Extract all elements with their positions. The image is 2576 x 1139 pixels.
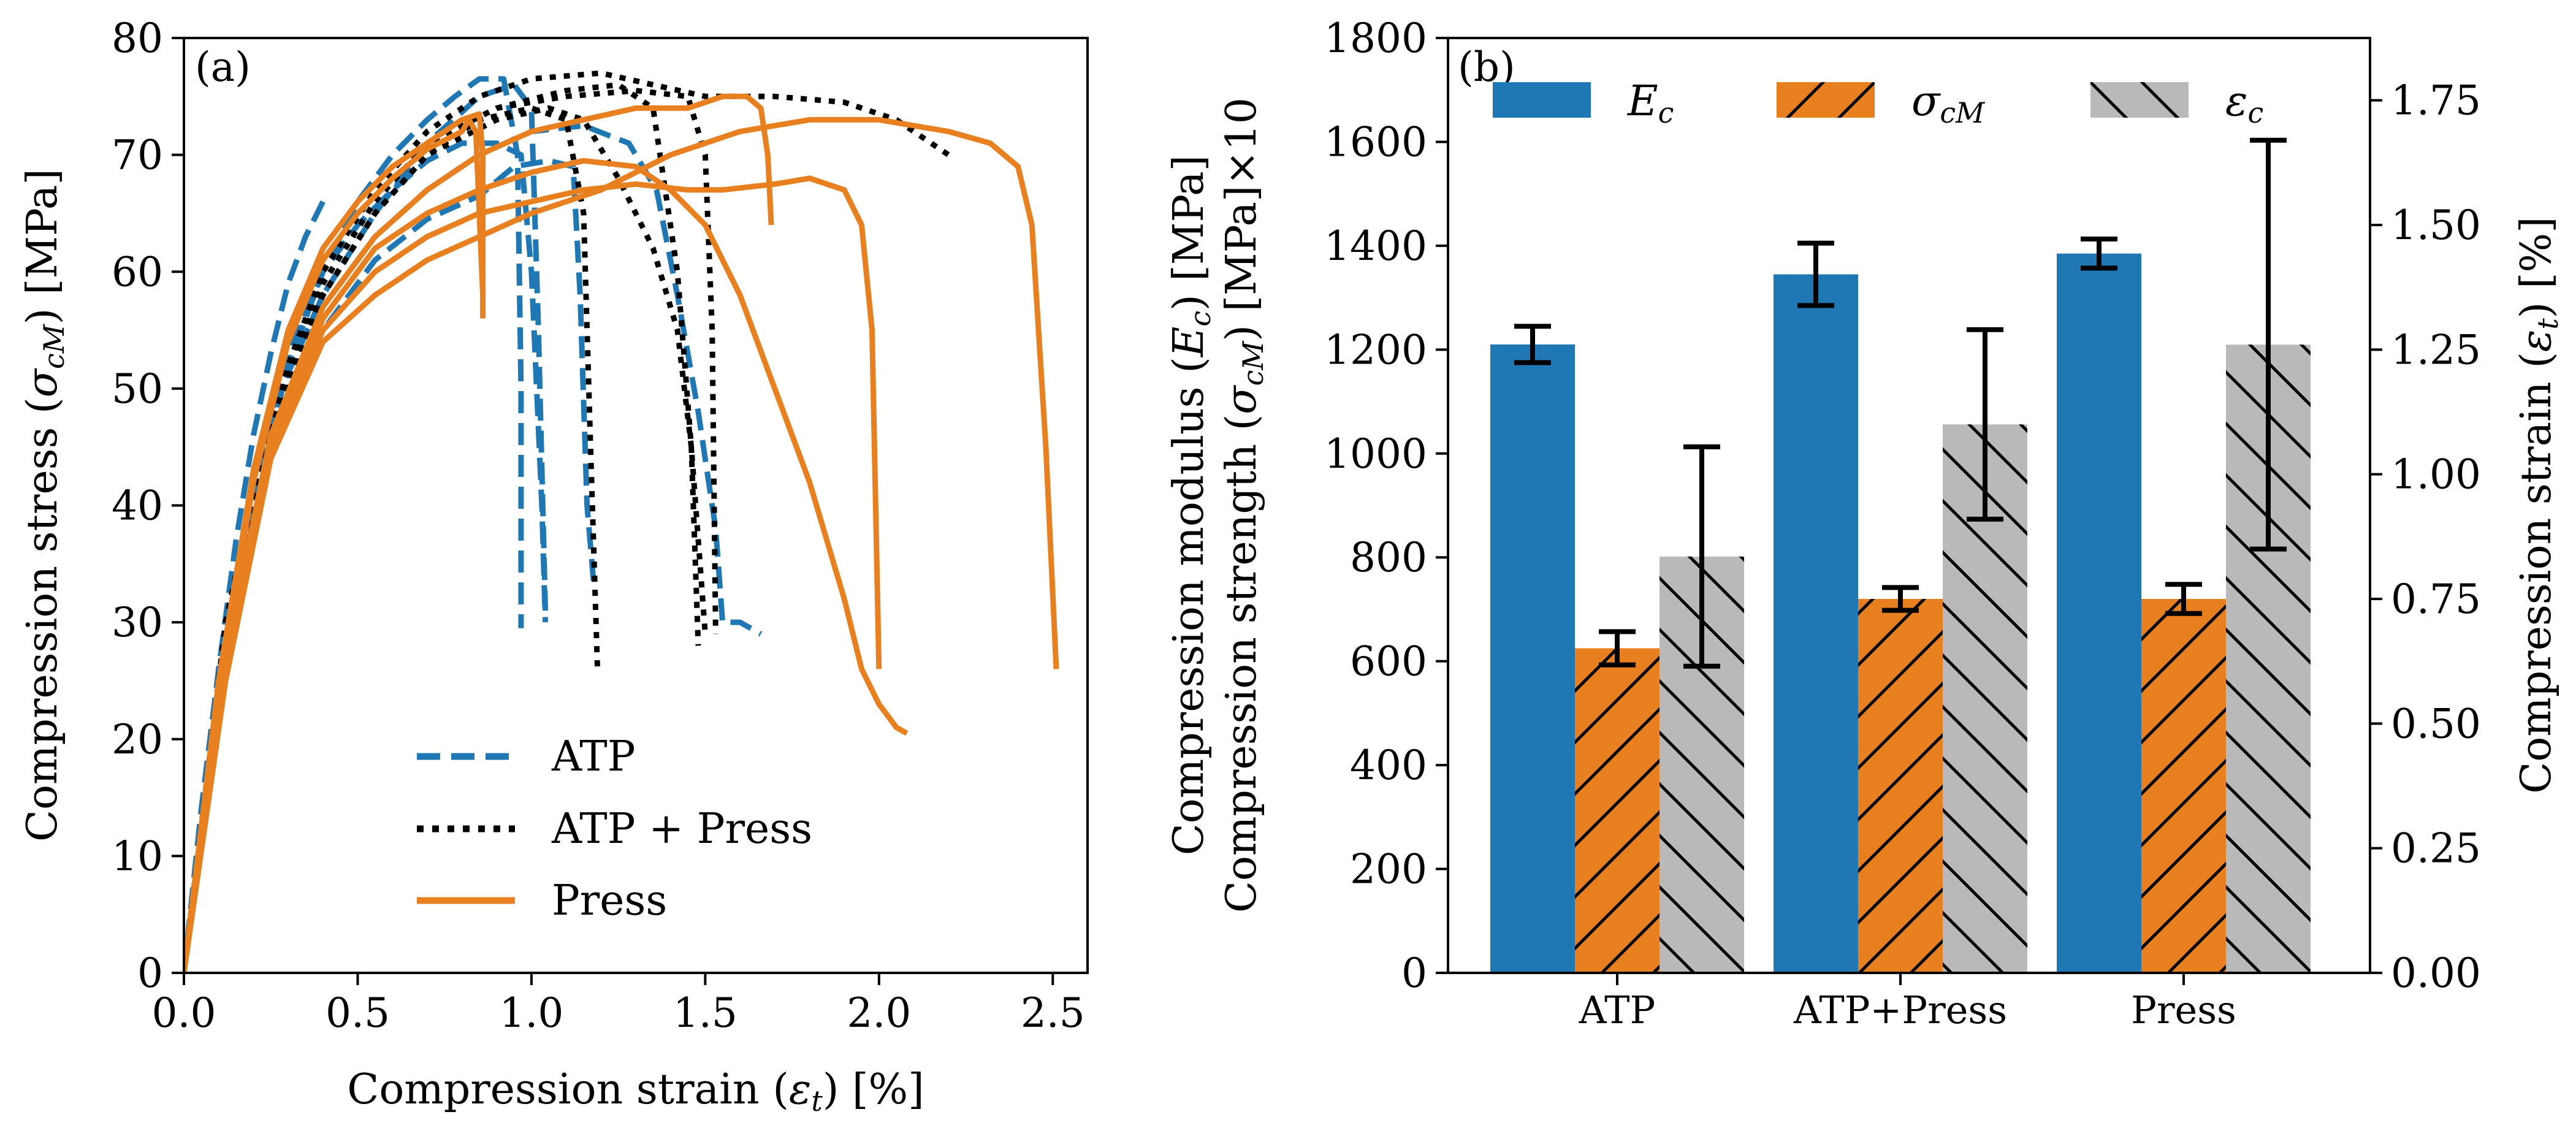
y-tick-label: 10 [112,832,163,880]
y-tick-label: 50 [112,365,163,413]
panel-b-frame [1447,37,2371,974]
y-tick-label: 30 [112,599,163,646]
category-label: ATP [1579,988,1655,1032]
curve-press [184,116,486,973]
right-tick-label: 0.25 [2391,825,2481,872]
right-tick-label: 1.25 [2391,326,2481,373]
panel-b-ylabel-strain: Compression strain (εt) [%] [2512,216,2564,793]
left-tick-label: 200 [1350,846,1427,893]
left-tick-label: 600 [1350,638,1427,685]
legend-ec-label: Ec [1626,77,1674,129]
y-tick-label: 20 [112,716,163,763]
panel-b-legend: Ec σcM εc [1493,77,2263,129]
panel-a-xlabel: Compression strain (εt) [%] [347,1065,924,1118]
bar-Ec [1774,274,1858,973]
right-tick-label: 0.75 [2391,576,2481,623]
legend-epsilon-label: εc [2225,77,2263,129]
category-label: Press [2131,988,2236,1032]
legend-press-label: Press [552,877,667,925]
x-tick-label: 0.0 [152,989,216,1037]
bar-hatch [1858,599,1943,973]
legend-epsilon-hatch [2090,82,2189,118]
x-tick-label: 1.0 [499,989,563,1037]
curve-press [184,158,909,973]
bar-hatch [2141,599,2226,973]
legend-ec-swatch [1493,82,1591,118]
panel-b-bar-chart: 0 200 400 600 800 1000 1200 1400 1600 1800 0.00 0.2… [1165,15,2564,1032]
left-tick-label: 1200 [1324,326,1427,373]
bar-hatch [1575,648,1660,973]
left-tick-label: 1800 [1324,15,1427,62]
curve-press [184,116,1059,973]
right-tick-label: 1.50 [2391,202,2481,249]
legend-sigma-hatch [1777,82,1875,118]
y-tick-label: 40 [112,482,163,530]
right-tick-label: 0.00 [2391,950,2481,997]
curve-press [184,175,882,973]
left-tick-label: 800 [1350,534,1427,581]
left-tick-label: 1400 [1324,223,1427,270]
curve-atp [184,200,326,973]
panel-a-legend: ATP ATP + Press Press [417,733,812,925]
left-tick-label: 1000 [1324,430,1427,478]
right-tick-label: 0.50 [2391,700,2481,747]
curve-press [184,93,774,973]
x-tick-label: 2.0 [847,989,911,1037]
x-tick-label: 0.5 [326,989,390,1037]
bar-Ec [2057,253,2141,973]
left-tick-label: 1600 [1324,118,1427,166]
legend-atp-label: ATP [551,733,636,781]
panel-a-label: (a) [195,44,251,91]
curve-atp-press [184,105,708,973]
y-tick-label: 70 [112,132,163,179]
y-tick-label: 0 [137,950,163,997]
category-label: ATP+Press [1793,988,2007,1032]
panel-b-ylabel-strength: Compression strength (σcM) [MPa]×10 [1218,97,1270,913]
right-tick-label: 1.00 [2391,451,2481,498]
bar-Ec [1490,344,1575,973]
legend-atp-press-label: ATP + Press [551,805,812,853]
curve-atp-press [184,88,718,973]
panel-a-ylabel: Compression stress (σcM) [MPa] [18,169,70,842]
y-tick-label: 80 [112,15,163,62]
panel-b-ylabel-modulus: Compression modulus (Ec) [MPa] [1165,155,1217,855]
x-tick-label: 2.5 [1021,989,1085,1037]
left-tick-label: 0 [1401,950,1427,997]
right-tick-label: 1.75 [2391,77,2481,124]
y-tick-label: 60 [112,248,163,295]
legend-sigma-label: σcM [1911,77,1986,129]
left-tick-label: 400 [1350,742,1427,789]
x-tick-label: 1.5 [673,989,737,1037]
